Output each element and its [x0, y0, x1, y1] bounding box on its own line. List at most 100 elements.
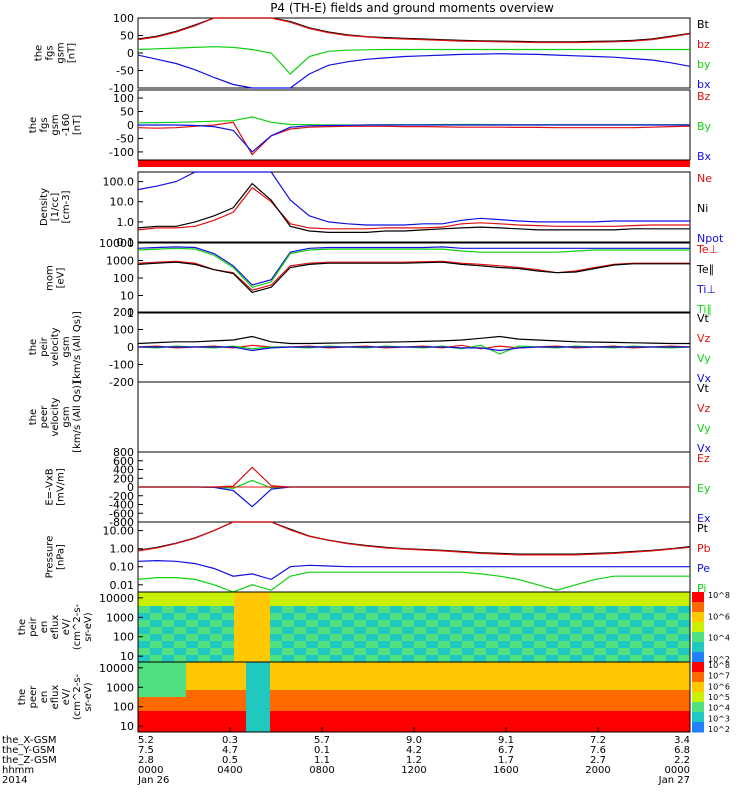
- spectrogram-cell: [174, 627, 187, 635]
- spectrogram-cell: [306, 676, 319, 684]
- spectrogram-cell: [198, 669, 211, 677]
- spectrogram-cell: [534, 592, 547, 600]
- spectrogram-cell: [174, 599, 187, 607]
- spectrogram-cell: [510, 697, 523, 705]
- spectrogram-cell: [414, 690, 427, 698]
- spectrogram-cell: [594, 592, 607, 600]
- y-axis-label: eflux: [50, 685, 61, 710]
- spectrogram-cell: [366, 711, 379, 719]
- spectrogram-cell: [258, 683, 271, 691]
- spectrogram-cell: [222, 683, 235, 691]
- spectrogram-cell: [330, 655, 343, 663]
- spectrogram-cell: [474, 613, 487, 621]
- spectrogram-cell: [582, 662, 595, 670]
- spectrogram-cell: [246, 592, 259, 600]
- spectrogram-cell: [522, 606, 535, 614]
- spectrogram-cell: [282, 662, 295, 670]
- spectrogram-cell: [606, 662, 619, 670]
- spectrogram-cell: [426, 592, 439, 600]
- spectrogram-cell: [150, 683, 163, 691]
- spectrogram-cell: [234, 613, 247, 621]
- spectrogram-cell: [402, 697, 415, 705]
- spectrogram-cell: [378, 669, 391, 677]
- spectrogram-cell: [462, 599, 475, 607]
- spectrogram-cell: [306, 690, 319, 698]
- spectrogram-cell: [162, 606, 175, 614]
- spectrogram-cell: [438, 725, 451, 733]
- spectrogram-cell: [342, 690, 355, 698]
- spectrogram-cell: [342, 634, 355, 642]
- x-tick-label: 2.7: [590, 755, 606, 766]
- spectrogram-cell: [450, 718, 463, 726]
- spectrogram-cell: [150, 711, 163, 719]
- y-tick-label: 100: [113, 272, 134, 285]
- y-tick-label: 1.00: [110, 543, 135, 556]
- spectrogram-cell: [558, 606, 571, 614]
- spectrogram-cell: [186, 627, 199, 635]
- spectrogram-cell: [510, 704, 523, 712]
- spectrogram-cell: [486, 676, 499, 684]
- spectrogram-cell: [342, 718, 355, 726]
- spectrogram-cell: [342, 606, 355, 614]
- spectrogram-cell: [450, 648, 463, 656]
- spectrogram-cell: [618, 704, 631, 712]
- spectrogram-cell: [618, 655, 631, 663]
- spectrogram-cell: [294, 592, 307, 600]
- spectrogram-cell: [666, 669, 679, 677]
- x-axis-labels: the_X-GSMthe_Y-GSMthe_Z-GSMhhmm20145.27.…: [2, 727, 691, 786]
- spectrogram-cell: [378, 711, 391, 719]
- spectrogram-cell: [342, 655, 355, 663]
- spectrogram-cell: [162, 648, 175, 656]
- y-axis-label: [km/s (All Qs)]: [72, 311, 83, 383]
- spectrogram-cell: [654, 690, 667, 698]
- spectrogram-cell: [318, 641, 331, 649]
- series-line-Pb: [137, 521, 691, 556]
- spectrogram-cell: [546, 683, 559, 691]
- spectrogram-cell: [318, 662, 331, 670]
- spectrogram-cell: [186, 592, 199, 600]
- spectrogram-cell: [618, 697, 631, 705]
- spectrogram-cell: [474, 627, 487, 635]
- colorbar-segment: [692, 632, 704, 643]
- spectrogram-cell: [270, 648, 283, 656]
- spectrogram-cell: [678, 676, 691, 684]
- spectrogram-cell: [270, 683, 283, 691]
- y-tick-label: 100: [113, 12, 134, 25]
- spectrogram-cell: [270, 669, 283, 677]
- spectrogram-cell: [666, 592, 679, 600]
- spectrogram-cell: [162, 655, 175, 663]
- spectrogram-cell: [330, 676, 343, 684]
- spectrogram-cell: [150, 592, 163, 600]
- spectrogram-cell: [258, 662, 271, 670]
- spectrogram-cell: [210, 613, 223, 621]
- spectrogram-cell: [426, 634, 439, 642]
- spectrogram-cell: [474, 634, 487, 642]
- spectrogram-cell: [378, 683, 391, 691]
- spectrogram-cell: [510, 690, 523, 698]
- spectrogram-cell: [318, 606, 331, 614]
- spectrogram-cell: [426, 718, 439, 726]
- legend-Te⊥: Te⊥: [696, 243, 718, 256]
- spectrogram-cell: [630, 704, 643, 712]
- spectrogram-cell: [270, 711, 283, 719]
- spectrogram-cell: [246, 599, 259, 607]
- spectrogram-cell: [342, 599, 355, 607]
- spectrogram-cell: [450, 683, 463, 691]
- spectrogram-cell: [330, 725, 343, 733]
- spectrogram-cell: [474, 704, 487, 712]
- spectrogram-cell: [282, 697, 295, 705]
- spectrogram-cell: [234, 648, 247, 656]
- spectrogram-cell: [366, 627, 379, 635]
- spectrogram-cell: [258, 634, 271, 642]
- spectrogram-cell: [390, 669, 403, 677]
- spectrogram-cell: [234, 627, 247, 635]
- y-tick-label: 200: [113, 306, 134, 319]
- spectrogram-cell: [462, 655, 475, 663]
- spectrogram-cell: [174, 725, 187, 733]
- spectrogram-cell: [582, 718, 595, 726]
- panel-frame: [137, 521, 691, 593]
- spectrogram-cell: [306, 634, 319, 642]
- spectrogram-cell: [186, 718, 199, 726]
- spectrogram-cell: [426, 620, 439, 628]
